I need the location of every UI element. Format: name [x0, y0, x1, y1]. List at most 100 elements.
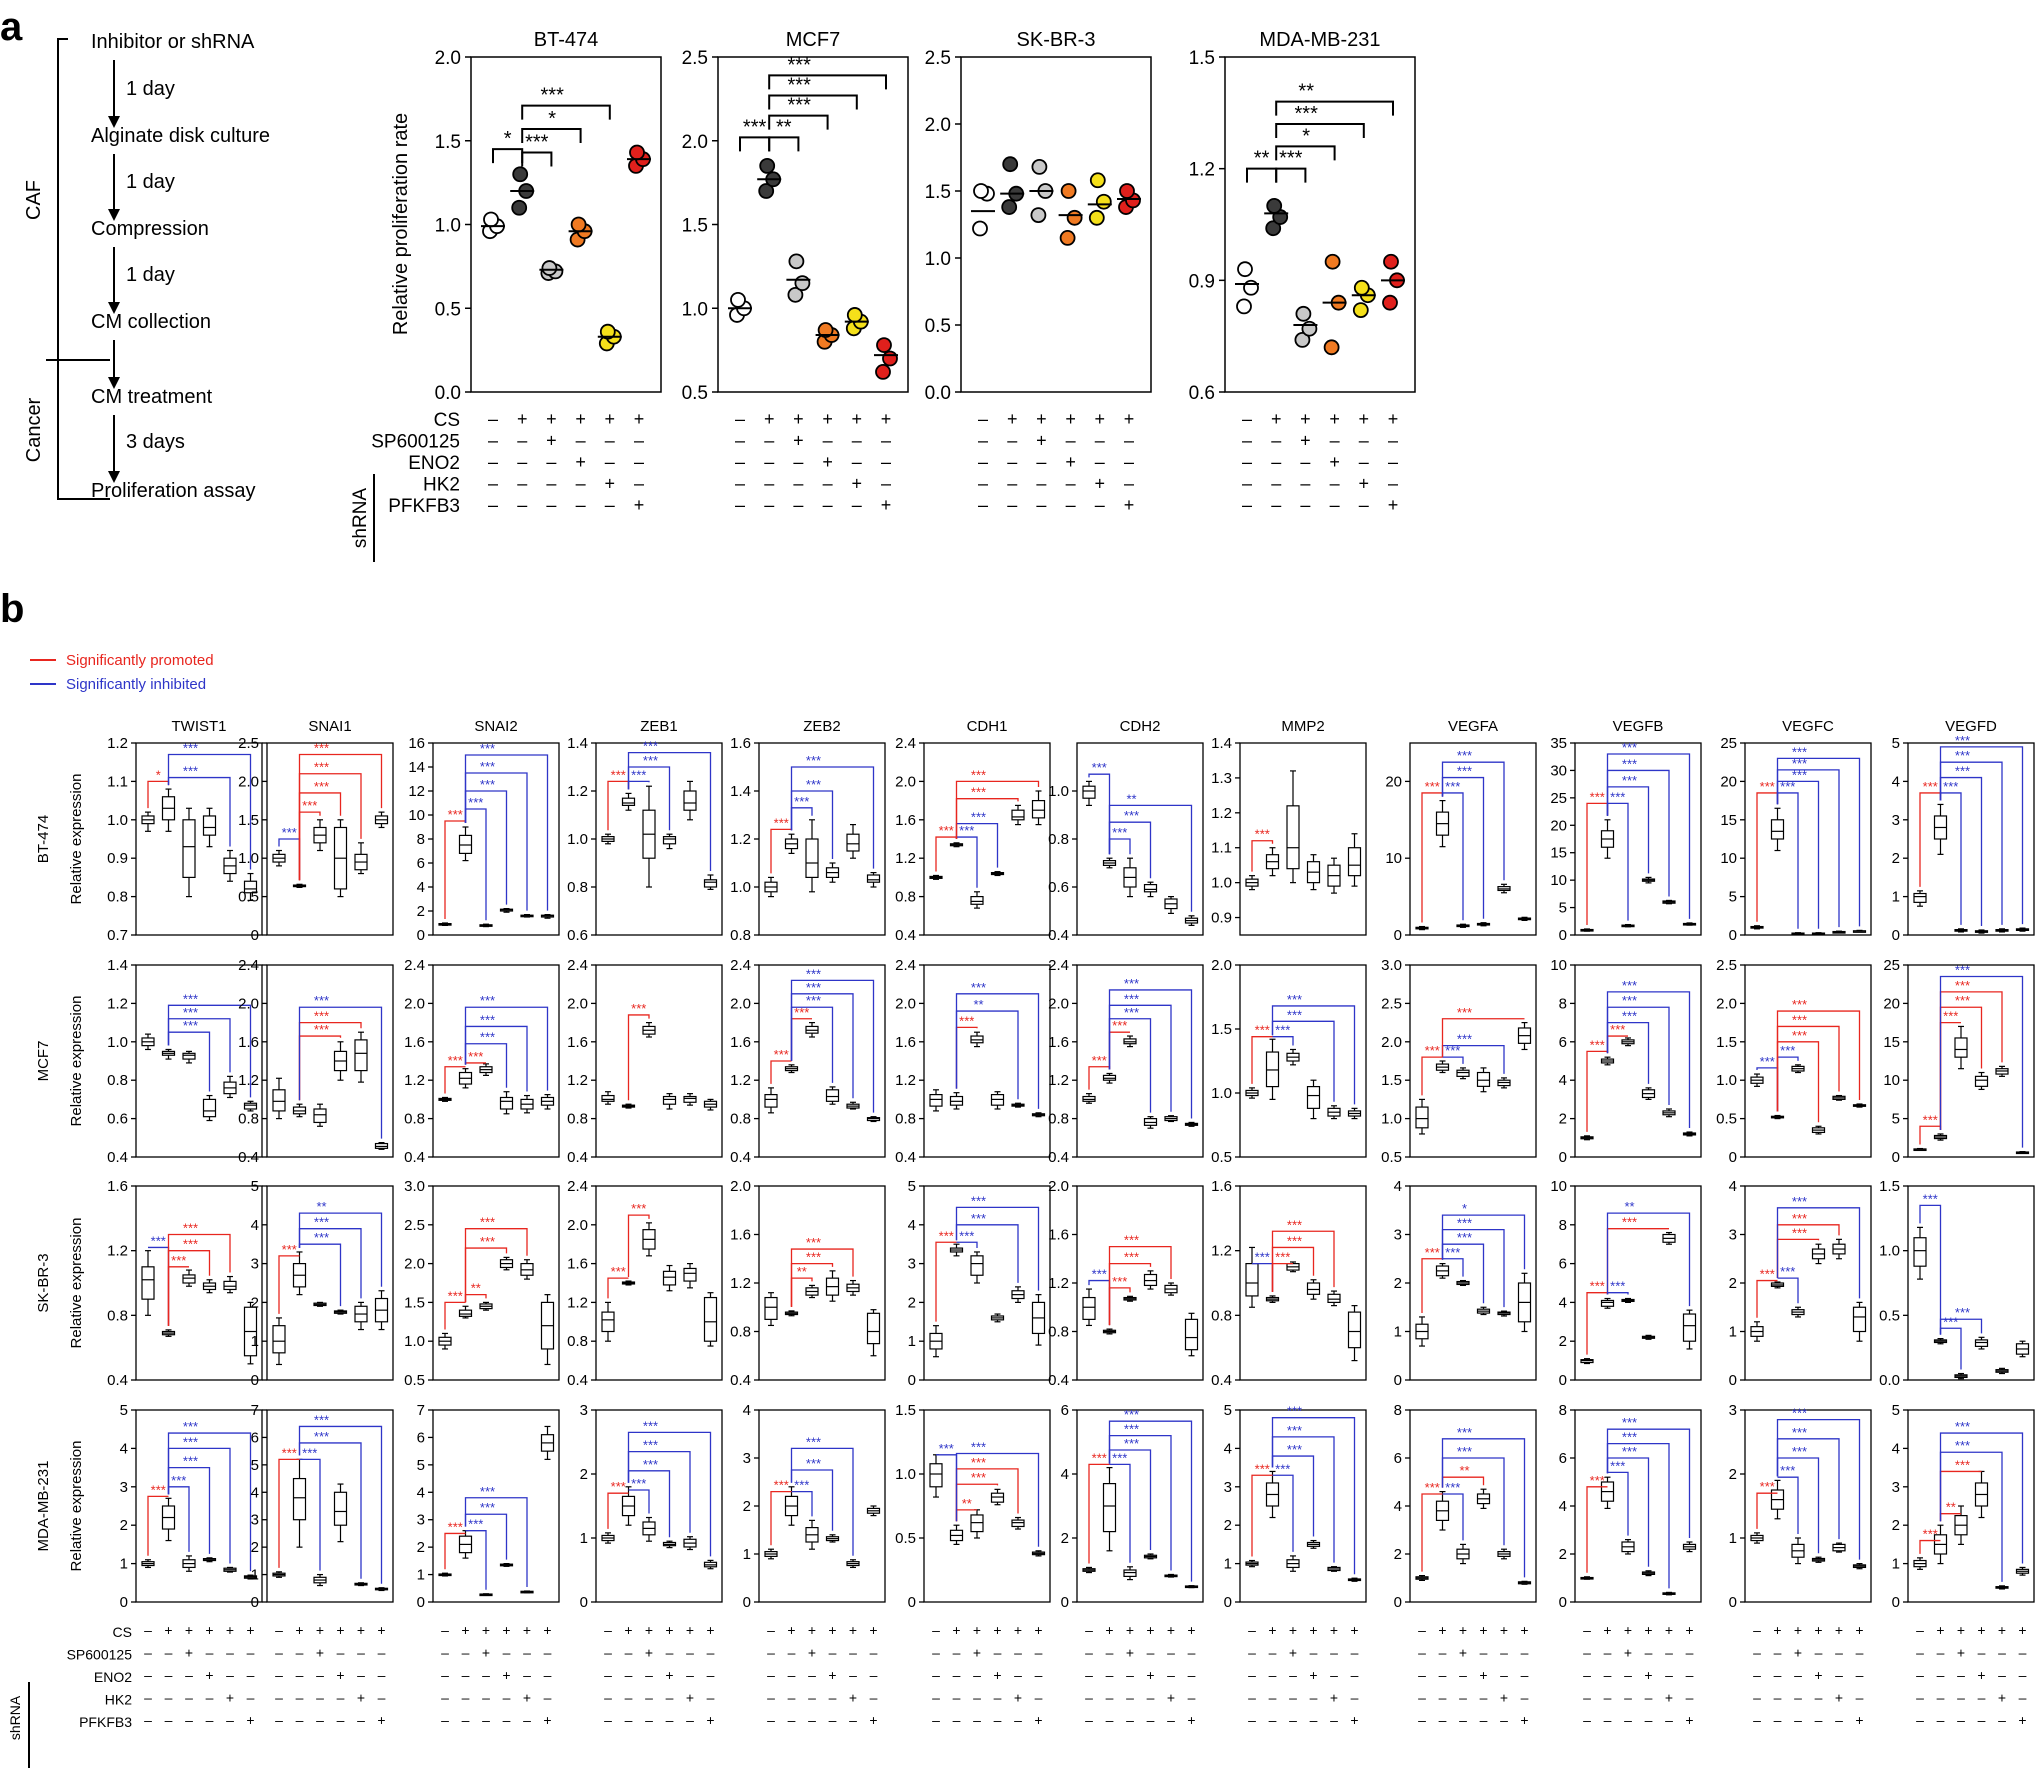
condition-mark: – — [1351, 1690, 1359, 1706]
y-tick-label: 2.0 — [404, 1256, 425, 1273]
y-tick-label: 3 — [1729, 1227, 1737, 1244]
plot-frame — [266, 742, 394, 936]
significance-bracket — [956, 1241, 978, 1248]
y-tick-label: 2 — [1559, 1546, 1567, 1563]
plot-frame — [960, 56, 1152, 393]
significance-stars: *** — [1610, 1022, 1625, 1037]
y-tick-label: 1.2 — [895, 1072, 916, 1089]
significance-stars: *** — [1124, 1422, 1139, 1437]
significance-stars: *** — [1287, 992, 1302, 1007]
significance-bracket — [298, 811, 321, 881]
condition-mark: – — [1289, 1690, 1297, 1706]
significance-bracket — [1606, 1035, 1628, 1054]
box-plot: 0 0.5 1.0 1.5 2.0 2.5 *** *** *** *** *** — [238, 735, 394, 944]
significance-stars: *** — [1792, 1211, 1807, 1226]
y-tick-label: 4 — [1224, 1440, 1232, 1457]
condition-mark: – — [275, 1712, 283, 1728]
significance-bracket — [1108, 1262, 1152, 1326]
significance-stars: *** — [480, 1500, 495, 1515]
condition-mark: + — [1146, 1622, 1154, 1638]
significance-stars: *** — [448, 1053, 463, 1068]
y-axis-label: Relative proliferation rate — [390, 113, 412, 335]
condition-mark: + — [543, 1622, 551, 1638]
condition-mark: – — [1998, 1712, 2006, 1728]
y-tick-label: 5 — [251, 1178, 259, 1195]
significance-bracket — [1606, 753, 1691, 919]
plot-frame — [1224, 56, 1416, 393]
condition-mark: + — [1835, 1690, 1843, 1706]
y-tick-label: 1.2 — [895, 850, 916, 867]
significance-stars: ** — [1624, 1199, 1634, 1214]
condition-mark: + — [1300, 431, 1311, 451]
y-tick-label: 4 — [417, 1484, 425, 1501]
condition-mark: – — [1300, 495, 1310, 515]
condition-mark: – — [849, 1712, 857, 1728]
y-tick-label: 2 — [1394, 1546, 1402, 1563]
y-tick-label: 1.6 — [730, 735, 751, 752]
condition-mark: + — [1268, 1622, 1276, 1638]
condition-mark: – — [1359, 495, 1369, 515]
condition-mark: + — [185, 1645, 193, 1661]
condition-mark: – — [165, 1712, 173, 1728]
significance-stars: *** — [1124, 1233, 1139, 1248]
box — [621, 797, 636, 807]
plot-frame — [1409, 964, 1537, 1158]
y-tick-label: 2.0 — [1048, 1178, 1069, 1195]
condition-mark: – — [849, 1667, 857, 1683]
box — [499, 1096, 514, 1110]
condition-mark: – — [1937, 1645, 1945, 1661]
condition-mark: + — [993, 1667, 1001, 1683]
condition-mark: – — [1167, 1645, 1175, 1661]
significance-stars: *** — [171, 1473, 186, 1488]
y-tick-label: 1.6 — [730, 1034, 751, 1051]
condition-mark: – — [185, 1712, 193, 1728]
significance-stars: *** — [480, 777, 495, 792]
significance-stars: *** — [183, 741, 198, 756]
significance-stars: *** — [151, 1233, 166, 1248]
y-tick-label: 1.5 — [1189, 48, 1215, 69]
condition-mark: – — [1686, 1645, 1694, 1661]
condition-mark: – — [829, 1690, 837, 1706]
significance-stars: *** — [1275, 1250, 1290, 1265]
significance-stars: *** — [1955, 764, 1970, 779]
condition-mark: – — [378, 1690, 386, 1706]
condition-mark: – — [544, 1645, 552, 1661]
significance-bracket — [768, 74, 887, 90]
condition-mark: – — [441, 1645, 449, 1661]
condition-mark: – — [1007, 431, 1017, 451]
condition-mark: – — [932, 1667, 940, 1683]
shrna-label: shRNA — [350, 488, 371, 549]
significance-bracket — [1441, 761, 1505, 881]
significance-bracket — [1272, 1036, 1294, 1046]
scatter-plot: SK-BR-30.00.51.01.52.02.5– + + + + +– – + – – –– – –… — [925, 29, 1152, 515]
y-tick-label: 0 — [417, 1594, 425, 1611]
y-tick-label: 1.6 — [895, 1034, 916, 1051]
significance-stars: *** — [448, 1519, 463, 1534]
significance-bracket — [1939, 746, 2024, 925]
condition-mark: – — [1753, 1667, 1761, 1683]
y-tick-label: 0.8 — [404, 1111, 425, 1128]
arrow-head — [108, 302, 120, 314]
condition-mark: – — [735, 409, 745, 429]
y-tick-label: 16 — [408, 735, 425, 752]
condition-mark: – — [645, 1712, 653, 1728]
box — [182, 1052, 196, 1060]
condition-mark: – — [357, 1645, 365, 1661]
box — [764, 1296, 778, 1320]
condition-mark: – — [1645, 1645, 1653, 1661]
condition-mark: + — [1603, 1622, 1611, 1638]
significance-bracket — [465, 1530, 487, 1590]
condition-mark: + — [1126, 1645, 1134, 1661]
condition-mark: + — [1957, 1645, 1965, 1661]
box — [243, 1102, 258, 1110]
condition-mark: + — [546, 431, 557, 451]
condition-mark: – — [973, 1712, 981, 1728]
condition-mark: + — [357, 1690, 365, 1706]
condition-mark: – — [932, 1645, 940, 1661]
significance-stars: *** — [1780, 1043, 1795, 1058]
condition-mark: – — [808, 1667, 816, 1683]
box-plot: 0123***************–+++++––+––––––+–––––… — [580, 1402, 723, 1728]
significance-bracket — [1109, 1463, 1131, 1563]
y-tick-label: 0 — [1892, 1594, 1900, 1611]
